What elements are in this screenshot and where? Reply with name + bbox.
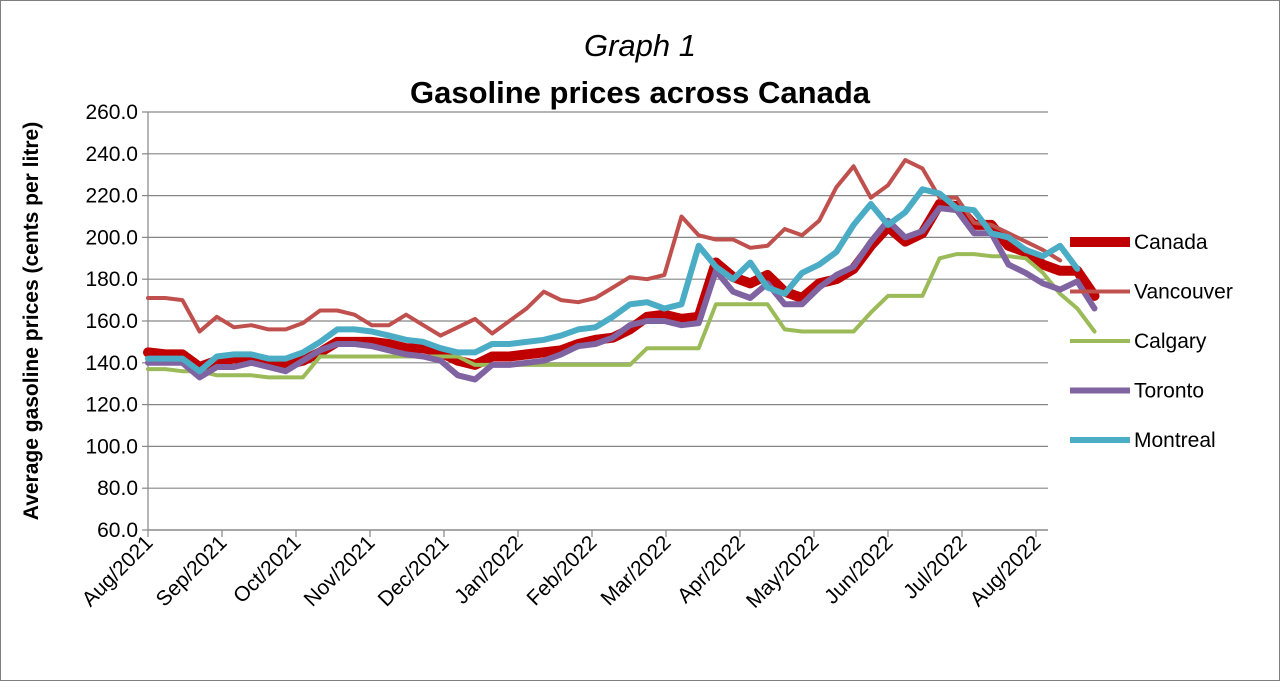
x-tick-label: Feb/2022 <box>523 531 602 610</box>
y-tick-label: 260.0 <box>85 101 138 124</box>
legend: Canada Vancouver Calgary Toronto Montreal <box>1070 231 1233 452</box>
y-tick-label: 120.0 <box>85 394 138 417</box>
legend-label-canada: Canada <box>1134 231 1208 254</box>
axes <box>142 111 1048 537</box>
x-tick-label: Apr/2022 <box>673 531 750 608</box>
x-tick-label: Aug/2022 <box>966 531 1046 611</box>
y-tick-label: 160.0 <box>85 310 138 333</box>
y-tick-label: 60.0 <box>97 519 138 542</box>
series-line-calgary <box>146 252 1097 380</box>
y-tick-label: 100.0 <box>85 435 138 458</box>
x-tick-label: Jul/2022 <box>899 531 971 603</box>
series-line-toronto <box>145 205 1098 383</box>
x-tick-label: Mar/2022 <box>597 531 676 610</box>
x-tick-label: Oct/2021 <box>229 531 306 608</box>
x-tick-label: Aug/2021 <box>78 531 158 611</box>
legend-label-montreal: Montreal <box>1134 429 1216 452</box>
x-tick-label: Jan/2022 <box>450 531 527 608</box>
y-tick-label: 80.0 <box>97 477 138 500</box>
y-tick-label: 240.0 <box>85 143 138 166</box>
series-line-vancouver <box>146 158 1063 338</box>
x-tick-label: Jun/2022 <box>820 531 897 608</box>
x-tick-label: Sep/2021 <box>152 531 232 611</box>
gridlines <box>148 111 1048 531</box>
x-tick-label: Dec/2021 <box>374 531 454 611</box>
y-tick-label: 140.0 <box>85 352 138 375</box>
series-line-montreal <box>145 186 1081 375</box>
legend-label-calgary: Calgary <box>1134 330 1207 353</box>
y-tick-label: 200.0 <box>85 226 138 249</box>
legend-label-vancouver: Vancouver <box>1134 281 1233 304</box>
chart-title-prefix: Graph 1 <box>584 28 696 63</box>
series-line-canada <box>143 199 1100 372</box>
y-axis-label: Average gasoline prices (cents per litre… <box>20 122 43 520</box>
x-tick-label: Nov/2021 <box>300 531 380 611</box>
x-tick-label: May/2022 <box>742 531 823 612</box>
y-tick-label: 180.0 <box>85 268 138 291</box>
chart-title: Gasoline prices across Canada <box>410 75 871 110</box>
series-lines <box>143 158 1100 383</box>
legend-label-toronto: Toronto <box>1134 380 1204 403</box>
y-tick-label: 220.0 <box>85 185 138 208</box>
